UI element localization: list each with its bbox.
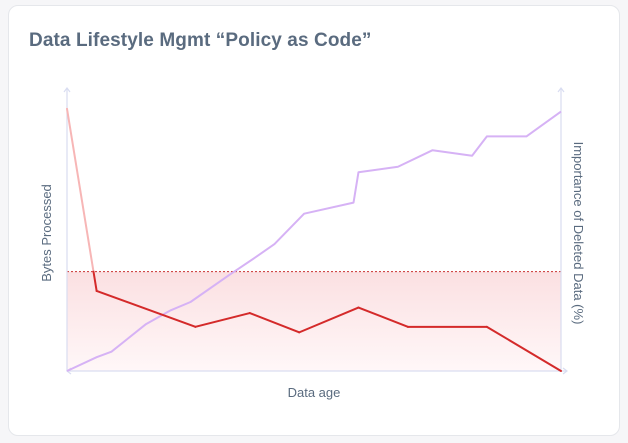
x-axis-label: Data age (288, 385, 341, 400)
threshold-band-layer (66, 271, 562, 372)
series-layer (66, 107, 562, 372)
chart-title: Data Lifestyle Mgmt “Policy as Code” (29, 30, 372, 51)
series-bytes-segment (248, 312, 301, 334)
threshold-band (66, 271, 562, 372)
y-axis-right-arrow-icon (557, 87, 565, 93)
series-bytes-segment-faded (66, 107, 95, 273)
series-bytes-segment (357, 306, 409, 328)
series-bytes-segment (298, 306, 360, 334)
series-importance-line (66, 110, 562, 372)
series-bytes-segment (95, 289, 197, 328)
series-bytes-segment (485, 325, 562, 372)
y-axis-right-label: Importance of Deleted Data (%) (571, 142, 586, 325)
series-bytes-segment (194, 312, 251, 328)
series-bytes-segment (92, 270, 98, 292)
y-axis-left-label: Bytes Processed (39, 184, 54, 282)
y-axis-left-arrow-icon (63, 87, 71, 93)
x-axis-arrow-icon (562, 367, 568, 375)
